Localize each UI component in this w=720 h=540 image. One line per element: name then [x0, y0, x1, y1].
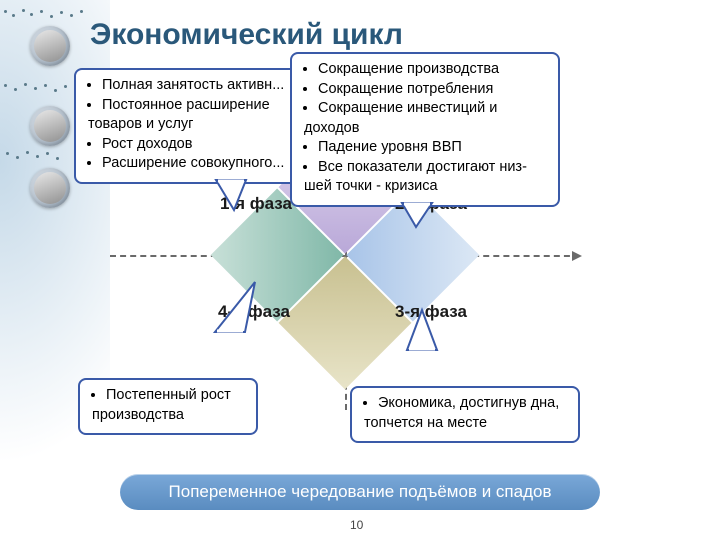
callout-list: Экономика, достигнув дна,топчется на мес…	[364, 394, 568, 433]
dot-band	[0, 8, 90, 20]
callout-tail-icon	[402, 205, 442, 229]
callout-list: Сокращение производства Сокращение потре…	[304, 60, 548, 197]
callout-item: Расширение совокупного...	[102, 154, 300, 174]
page-number: 10	[350, 518, 363, 532]
callout-tail-icon	[210, 330, 260, 380]
thumb-image	[30, 106, 70, 146]
callout-item: Сокращение производства	[318, 60, 548, 80]
phase-3-label: 3-я фаза	[395, 302, 467, 322]
footer-summary: Попеременное чередование подъёмов и спад…	[120, 474, 600, 510]
callout-item: Экономика, достигнув дна,топчется на мес…	[378, 394, 568, 433]
callout-list: Полная занятость активн... Постоянное ра…	[88, 76, 300, 174]
callout-phase-3: Экономика, достигнув дна,топчется на мес…	[350, 386, 580, 443]
callout-phase-1: Полная занятость активн... Постоянное ра…	[74, 68, 312, 184]
callout-item: Полная занятость активн...	[102, 76, 300, 96]
thumb-image	[30, 168, 70, 208]
callout-item: Сокращение инвестиций идоходов	[318, 99, 548, 138]
callout-phase-4: Постепенный ростпроизводства	[78, 378, 258, 435]
axes	[110, 200, 580, 400]
callout-item: Постоянное расширениетоваров и услуг	[102, 96, 300, 135]
thumb-image	[30, 26, 70, 66]
callout-item: Все показатели достигают низ-шей точки -…	[318, 158, 548, 197]
callout-tail-icon	[402, 348, 452, 388]
callout-tail-icon	[216, 182, 256, 212]
callout-phase-2: Сокращение производства Сокращение потре…	[290, 52, 560, 207]
callout-item: Постепенный ростпроизводства	[106, 386, 246, 425]
callout-list: Постепенный ростпроизводства	[92, 386, 246, 425]
callout-item: Падение уровня ВВП	[318, 138, 548, 158]
callout-item: Сокращение потребления	[318, 80, 548, 100]
callout-item: Рост доходов	[102, 135, 300, 155]
page-title: Экономический цикл	[90, 18, 403, 52]
